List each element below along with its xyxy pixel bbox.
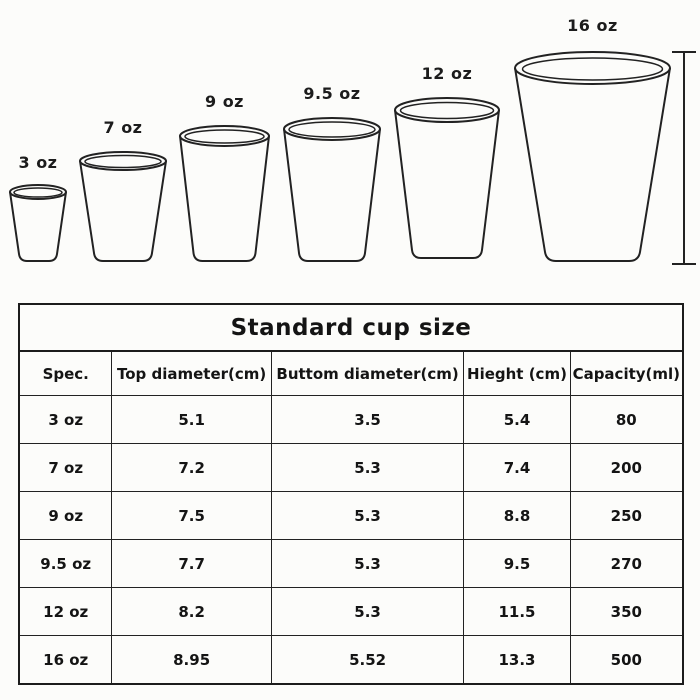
cell-capacity: 350: [569, 587, 684, 636]
table-title-row: Standard cup size: [18, 303, 684, 352]
cup-16oz: 16 oz: [513, 16, 672, 263]
cell-top-diameter: 7.2: [111, 443, 272, 492]
table-row: 3 oz 5.1 3.5 5.4 80: [18, 395, 684, 444]
cell-height: 7.4: [463, 443, 571, 492]
cup-label: 9 oz: [204, 92, 244, 111]
cup-drawing-icon: [79, 151, 167, 262]
cell-top-diameter: 7.7: [111, 539, 272, 588]
cell-height: 13.3: [463, 635, 571, 685]
cell-bottom-diameter: 5.52: [270, 635, 465, 685]
cell-bottom-diameter: 3.5: [270, 395, 465, 444]
table-title: Standard cup size: [18, 303, 684, 352]
cell-height: 5.4: [463, 395, 571, 444]
cup-drawing-icon: [179, 125, 270, 262]
column-header-top-diameter: Top diameter(cm): [111, 350, 272, 396]
cell-height: 11.5: [463, 587, 571, 636]
cell-top-diameter: 8.95: [111, 635, 272, 685]
table-row: 7 oz 7.2 5.3 7.4 200: [18, 443, 684, 492]
cup-drawing-icon: [9, 184, 67, 262]
cup-label: 3 oz: [18, 153, 58, 172]
cell-bottom-diameter: 5.3: [270, 443, 465, 492]
height-dimension-line: [672, 51, 696, 265]
cup-drawing-icon: [394, 97, 500, 259]
column-header-spec: Spec.: [18, 350, 113, 396]
cell-bottom-diameter: 5.3: [270, 539, 465, 588]
cell-top-diameter: 7.5: [111, 491, 272, 540]
cell-top-diameter: 8.2: [111, 587, 272, 636]
cup-9oz: 9 oz: [178, 92, 271, 263]
cell-height: 8.8: [463, 491, 571, 540]
cup-3oz: 3 oz: [8, 153, 68, 263]
cup-label: 16 oz: [567, 16, 618, 35]
cup-12oz: 12 oz: [393, 64, 501, 260]
cell-bottom-diameter: 5.3: [270, 491, 465, 540]
cell-top-diameter: 5.1: [111, 395, 272, 444]
cell-capacity: 500: [569, 635, 684, 685]
cell-spec: 9.5 oz: [18, 539, 113, 588]
column-header-height: Hieght (cm): [463, 350, 571, 396]
table-row: 16 oz 8.95 5.52 13.3 500: [18, 635, 684, 685]
cell-spec: 9 oz: [18, 491, 113, 540]
cup-9_5oz: 9.5 oz: [282, 84, 382, 263]
cup-label: 12 oz: [421, 64, 473, 83]
cup-label: 9.5 oz: [303, 84, 361, 103]
cell-capacity: 270: [569, 539, 684, 588]
cup-7oz: 7 oz: [78, 118, 168, 263]
cell-capacity: 250: [569, 491, 684, 540]
cup-drawing-icon: [514, 51, 671, 262]
cell-height: 9.5: [463, 539, 571, 588]
table-header-row: Spec. Top diameter(cm) Buttom diameter(c…: [18, 350, 684, 396]
cell-spec: 3 oz: [18, 395, 113, 444]
cell-capacity: 80: [569, 395, 684, 444]
cell-bottom-diameter: 5.3: [270, 587, 465, 636]
cup-size-table: Standard cup size Spec. Top diameter(cm)…: [18, 303, 684, 685]
table-row: 9 oz 7.5 5.3 8.8 250: [18, 491, 684, 540]
cell-spec: 7 oz: [18, 443, 113, 492]
cell-capacity: 200: [569, 443, 684, 492]
cup-drawing-icon: [283, 117, 381, 262]
column-header-bottom-diameter: Buttom diameter(cm): [270, 350, 465, 396]
column-header-capacity: Capacity(ml): [569, 350, 684, 396]
table-row: 12 oz 8.2 5.3 11.5 350: [18, 587, 684, 636]
cup-size-diagram: 3 oz 7 oz 9 oz: [0, 0, 700, 300]
table-row: 9.5 oz 7.7 5.3 9.5 270: [18, 539, 684, 588]
cell-spec: 12 oz: [18, 587, 113, 636]
cell-spec: 16 oz: [18, 635, 113, 685]
cup-label: 7 oz: [103, 118, 143, 137]
